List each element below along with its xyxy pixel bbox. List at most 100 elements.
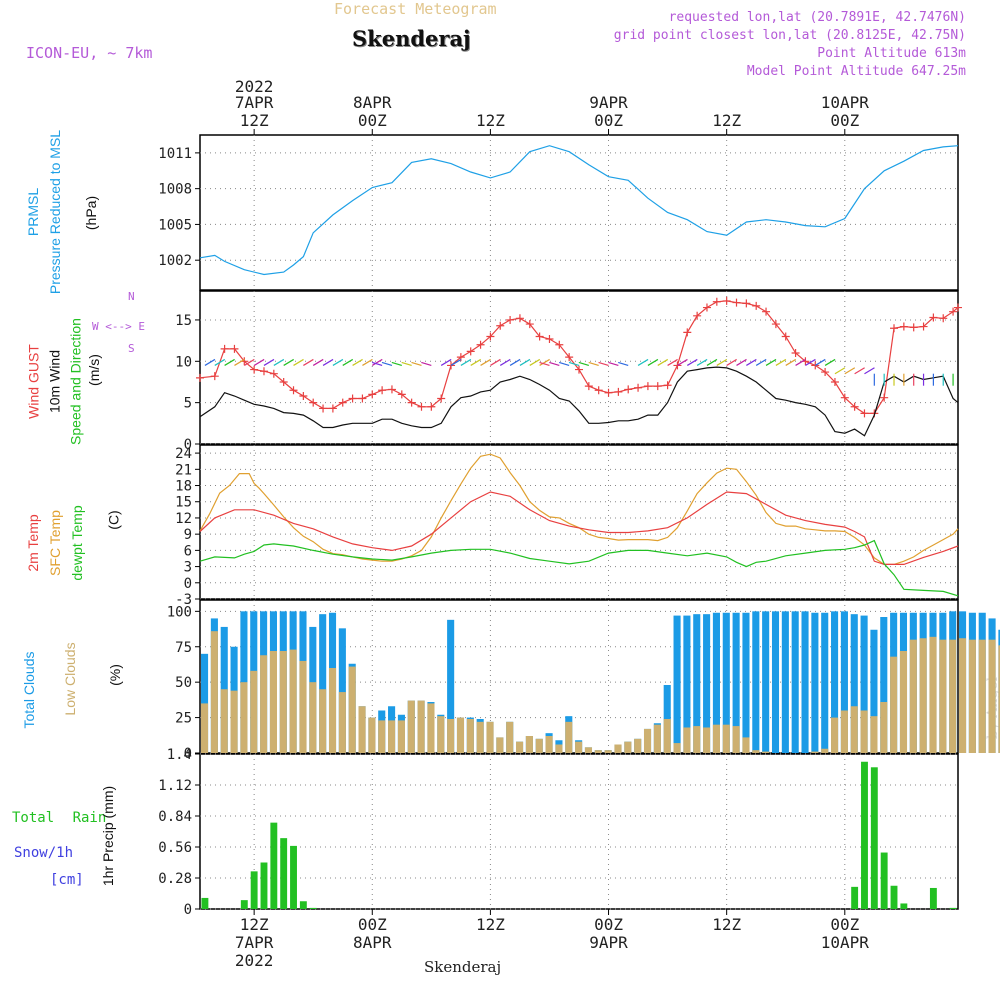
wind-direction-arrow [765,358,777,366]
wind-direction-arrow [805,358,816,366]
wind-direction-arrow [519,358,531,366]
wind-direction-arrow [450,358,462,366]
wind-gust-point [358,394,367,403]
low-clouds-bar [486,721,494,753]
top-tick-label: 7APR [235,93,274,112]
wind-direction-arrow [480,358,491,366]
wind-direction-arrow [755,358,767,366]
pressure-line [199,145,959,276]
low-clouds-bar [614,744,622,753]
low-clouds-bar [860,710,868,753]
total-clouds-bar [821,612,829,753]
low-clouds-bar [250,670,258,753]
bottom-tick-label: 7APR [235,933,274,952]
location-title: Skenderaj [352,26,471,51]
wind-direction-arrow [391,361,402,367]
wind-direction-arrow [283,358,294,366]
low-clouds-bar [762,751,770,753]
wind-direction-arrow [312,358,324,366]
wind-gust-point [624,385,633,394]
wind-direction-arrow [362,358,373,366]
wind-gust-point [604,388,613,397]
low-clouds-bar [821,748,829,753]
top-tick-label: 00Z [594,111,623,130]
wind-gust-point [289,386,298,395]
precip-panel: 0 0.28 0.56 0.84 1.12 1.4 [158,747,959,918]
wind-direction-arrow [204,358,216,366]
low-clouds-bar [840,710,848,753]
wind-gust-point [348,394,357,403]
total-clouds-bar [850,614,858,753]
wind-direction-arrow [303,358,314,366]
low-clouds-bar [210,631,218,753]
wind-direction-arrow [578,361,590,367]
wind-direction-arrow [588,361,599,367]
wind-direction-arrow [499,358,511,366]
wind-gust-point [634,383,643,392]
temp-ytick-label: -3 [175,592,192,608]
wind-gust-point [427,402,436,411]
top-tick-label: 00Z [830,111,859,130]
temp-ytick-label: 12 [175,511,192,527]
low-clouds-bar [880,702,888,753]
wind-direction-arrow [539,361,550,367]
point-altitude: Point Altitude 613m [817,46,966,61]
wind-gust-point [259,367,268,376]
total-clouds-bar [811,612,819,753]
wind-gust-point [722,296,731,305]
wind-gust-point [437,394,446,403]
low-clouds-bar [447,719,455,753]
rain-bar [290,845,297,909]
total-clouds-bar [319,614,327,753]
wind-gust-point [663,381,672,390]
pressure-ytick-label: 1005 [158,217,192,233]
wind-frame [199,290,959,445]
wind-gust-point [742,299,751,308]
total-clouds-bar [771,611,780,753]
dewpt-temp-line [199,539,959,597]
total-clouds-bar [762,611,770,753]
low-clouds-bar [309,682,317,753]
wind-gust-point [378,386,387,395]
wind-ytick-label: 15 [175,313,192,329]
clouds-ytick-label: 100 [167,604,192,620]
low-clouds-bar [663,719,671,753]
total-clouds-bar [732,612,740,753]
rain-bar [949,907,957,909]
low-clouds-bar [466,719,474,753]
low-clouds-bar [220,689,228,753]
low-clouds-bar [319,689,327,753]
temp-ytick-label: 6 [184,543,192,559]
wind-direction-arrow [529,358,541,366]
wind-gust-point [693,311,702,320]
wind-gust-point [939,314,948,323]
low-clouds-bar [407,700,415,753]
total-clouds-bar [880,617,888,753]
low-clouds-bar [555,744,563,753]
rain-bar [201,897,209,909]
low-clouds-bar [683,727,691,753]
precip-frame [199,753,959,910]
wind-direction-arrow [568,361,580,367]
low-clouds-bar [870,716,878,753]
wind-direction-arrow [637,358,649,366]
wind-gust-point [954,303,962,312]
low-clouds-bar [378,720,386,753]
wind-gust-point [643,382,652,391]
top-tick-label: 12Z [476,111,505,130]
wind-direction-arrow [677,358,688,366]
low-clouds-bar [732,726,740,753]
low-clouds-bar [496,737,504,753]
wind-gust-point [525,320,534,329]
rain-bar [299,901,307,909]
wind-direction-arrow [342,358,354,366]
wind-direction-arrow [736,358,747,366]
wind-gust-point [515,314,524,323]
2m-temp-line [199,491,959,566]
wind-direction-arrow [371,361,383,367]
low-clouds-bar [299,660,307,753]
low-clouds-bar [673,743,681,753]
pressure-panel: 1002 1005 1008 1011 [158,134,959,291]
